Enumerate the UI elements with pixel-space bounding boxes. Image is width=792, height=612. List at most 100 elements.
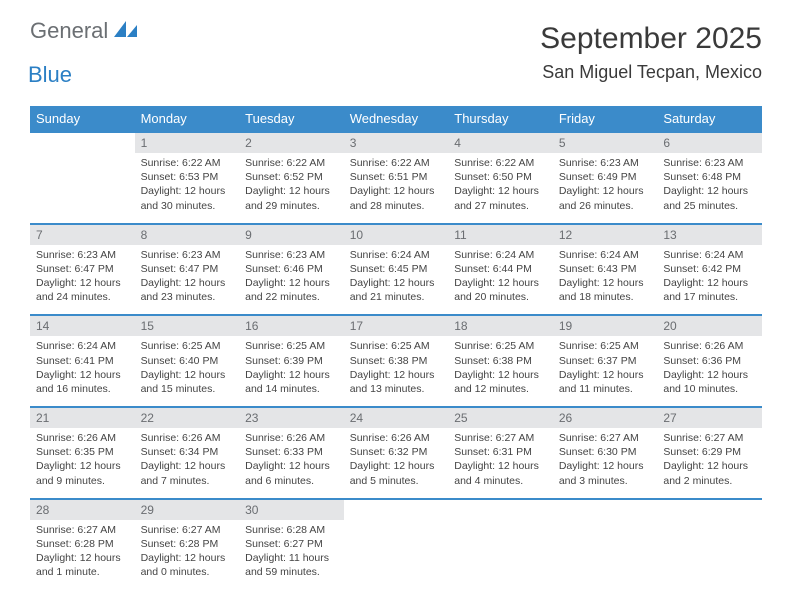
- sunset-line: Sunset: 6:27 PM: [245, 537, 338, 551]
- daylight-line: Daylight: 12 hours and 28 minutes.: [350, 184, 443, 212]
- week-number-row: 282930: [30, 499, 762, 520]
- daylight-line: Daylight: 12 hours and 23 minutes.: [141, 276, 234, 304]
- daylight-line: Daylight: 11 hours and 59 minutes.: [245, 551, 338, 579]
- daylight-line: Daylight: 12 hours and 16 minutes.: [36, 368, 129, 396]
- daylight-line: Daylight: 12 hours and 13 minutes.: [350, 368, 443, 396]
- day-number: 27: [657, 407, 762, 428]
- day-number: 1: [135, 132, 240, 153]
- day-number: 10: [344, 224, 449, 245]
- sunrise-line: Sunrise: 6:25 AM: [350, 339, 443, 353]
- day-number: 30: [239, 499, 344, 520]
- week-number-row: 123456: [30, 132, 762, 153]
- logo-word-blue: Blue: [28, 62, 139, 88]
- day-number: 8: [135, 224, 240, 245]
- day-cell: Sunrise: 6:26 AMSunset: 6:32 PMDaylight:…: [344, 428, 449, 499]
- day-number: [344, 499, 449, 520]
- day-header: Thursday: [448, 106, 553, 132]
- day-cell: [344, 520, 449, 590]
- sunset-line: Sunset: 6:50 PM: [454, 170, 547, 184]
- day-cell: Sunrise: 6:27 AMSunset: 6:31 PMDaylight:…: [448, 428, 553, 499]
- sunrise-line: Sunrise: 6:27 AM: [454, 431, 547, 445]
- sunset-line: Sunset: 6:47 PM: [141, 262, 234, 276]
- day-cell: [553, 520, 658, 590]
- day-number: 15: [135, 315, 240, 336]
- sunset-line: Sunset: 6:51 PM: [350, 170, 443, 184]
- week-data-row: Sunrise: 6:23 AMSunset: 6:47 PMDaylight:…: [30, 245, 762, 316]
- day-cell: Sunrise: 6:22 AMSunset: 6:53 PMDaylight:…: [135, 153, 240, 224]
- logo: General Blue: [30, 18, 139, 88]
- daylight-line: Daylight: 12 hours and 12 minutes.: [454, 368, 547, 396]
- sunset-line: Sunset: 6:37 PM: [559, 354, 652, 368]
- sunrise-line: Sunrise: 6:23 AM: [663, 156, 756, 170]
- sunrise-line: Sunrise: 6:25 AM: [245, 339, 338, 353]
- daylight-line: Daylight: 12 hours and 27 minutes.: [454, 184, 547, 212]
- daylight-line: Daylight: 12 hours and 26 minutes.: [559, 184, 652, 212]
- day-header: Monday: [135, 106, 240, 132]
- sunrise-line: Sunrise: 6:27 AM: [36, 523, 129, 537]
- sunset-line: Sunset: 6:43 PM: [559, 262, 652, 276]
- daylight-line: Daylight: 12 hours and 14 minutes.: [245, 368, 338, 396]
- day-number: 7: [30, 224, 135, 245]
- sunset-line: Sunset: 6:52 PM: [245, 170, 338, 184]
- week-number-row: 14151617181920: [30, 315, 762, 336]
- daylight-line: Daylight: 12 hours and 5 minutes.: [350, 459, 443, 487]
- sunrise-line: Sunrise: 6:26 AM: [36, 431, 129, 445]
- sunrise-line: Sunrise: 6:22 AM: [350, 156, 443, 170]
- day-number: 29: [135, 499, 240, 520]
- daylight-line: Daylight: 12 hours and 9 minutes.: [36, 459, 129, 487]
- day-cell: Sunrise: 6:24 AMSunset: 6:43 PMDaylight:…: [553, 245, 658, 316]
- sunrise-line: Sunrise: 6:26 AM: [245, 431, 338, 445]
- sunrise-line: Sunrise: 6:23 AM: [559, 156, 652, 170]
- week-data-row: Sunrise: 6:22 AMSunset: 6:53 PMDaylight:…: [30, 153, 762, 224]
- day-cell: Sunrise: 6:23 AMSunset: 6:46 PMDaylight:…: [239, 245, 344, 316]
- title-block: September 2025 San Miguel Tecpan, Mexico: [540, 22, 762, 83]
- day-number: 22: [135, 407, 240, 428]
- sunrise-line: Sunrise: 6:28 AM: [245, 523, 338, 537]
- sunrise-line: Sunrise: 6:27 AM: [559, 431, 652, 445]
- day-number: 3: [344, 132, 449, 153]
- month-title: September 2025: [540, 22, 762, 56]
- day-cell: Sunrise: 6:23 AMSunset: 6:47 PMDaylight:…: [135, 245, 240, 316]
- daylight-line: Daylight: 12 hours and 22 minutes.: [245, 276, 338, 304]
- day-number: 28: [30, 499, 135, 520]
- week-number-row: 21222324252627: [30, 407, 762, 428]
- sunset-line: Sunset: 6:40 PM: [141, 354, 234, 368]
- day-header-row: SundayMondayTuesdayWednesdayThursdayFrid…: [30, 106, 762, 132]
- sunset-line: Sunset: 6:28 PM: [36, 537, 129, 551]
- day-cell: Sunrise: 6:24 AMSunset: 6:45 PMDaylight:…: [344, 245, 449, 316]
- sunset-line: Sunset: 6:28 PM: [141, 537, 234, 551]
- sunset-line: Sunset: 6:46 PM: [245, 262, 338, 276]
- sunrise-line: Sunrise: 6:24 AM: [559, 248, 652, 262]
- sunset-line: Sunset: 6:48 PM: [663, 170, 756, 184]
- daylight-line: Daylight: 12 hours and 6 minutes.: [245, 459, 338, 487]
- daylight-line: Daylight: 12 hours and 0 minutes.: [141, 551, 234, 579]
- sunset-line: Sunset: 6:31 PM: [454, 445, 547, 459]
- header: General Blue September 2025 San Miguel T…: [0, 0, 792, 96]
- sunset-line: Sunset: 6:44 PM: [454, 262, 547, 276]
- logo-text: General Blue: [30, 18, 139, 88]
- week-data-row: Sunrise: 6:27 AMSunset: 6:28 PMDaylight:…: [30, 520, 762, 590]
- day-number: 14: [30, 315, 135, 336]
- sunset-line: Sunset: 6:34 PM: [141, 445, 234, 459]
- sunrise-line: Sunrise: 6:23 AM: [245, 248, 338, 262]
- day-header: Saturday: [657, 106, 762, 132]
- daylight-line: Daylight: 12 hours and 24 minutes.: [36, 276, 129, 304]
- sunrise-line: Sunrise: 6:22 AM: [141, 156, 234, 170]
- day-cell: Sunrise: 6:22 AMSunset: 6:50 PMDaylight:…: [448, 153, 553, 224]
- sunrise-line: Sunrise: 6:24 AM: [454, 248, 547, 262]
- day-number: 24: [344, 407, 449, 428]
- sunrise-line: Sunrise: 6:25 AM: [141, 339, 234, 353]
- sunrise-line: Sunrise: 6:23 AM: [36, 248, 129, 262]
- day-cell: Sunrise: 6:28 AMSunset: 6:27 PMDaylight:…: [239, 520, 344, 590]
- day-number: 21: [30, 407, 135, 428]
- day-cell: Sunrise: 6:26 AMSunset: 6:33 PMDaylight:…: [239, 428, 344, 499]
- day-number: 4: [448, 132, 553, 153]
- day-cell: Sunrise: 6:23 AMSunset: 6:47 PMDaylight:…: [30, 245, 135, 316]
- sunrise-line: Sunrise: 6:24 AM: [350, 248, 443, 262]
- day-number: 11: [448, 224, 553, 245]
- day-cell: Sunrise: 6:26 AMSunset: 6:36 PMDaylight:…: [657, 336, 762, 407]
- sunrise-line: Sunrise: 6:25 AM: [559, 339, 652, 353]
- sunrise-line: Sunrise: 6:24 AM: [36, 339, 129, 353]
- day-number: 2: [239, 132, 344, 153]
- calendar-table: SundayMondayTuesdayWednesdayThursdayFrid…: [30, 106, 762, 589]
